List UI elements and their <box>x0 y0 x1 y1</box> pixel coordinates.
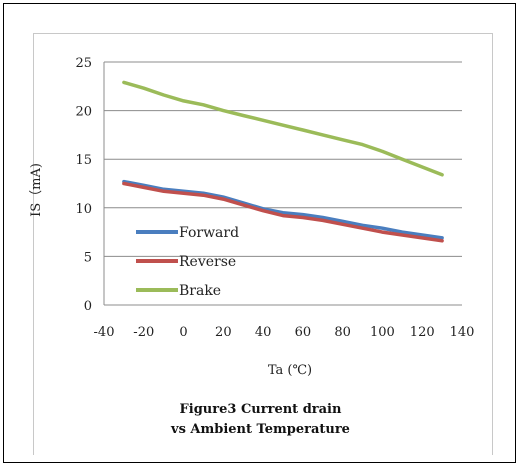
y-axis-label: IS（mA) <box>29 163 44 217</box>
series-line-forward <box>122 179 444 240</box>
legend: Forward Reverse Brake <box>136 225 239 299</box>
x-tick-label: -20 <box>133 325 154 340</box>
x-tick-label: 40 <box>255 325 272 340</box>
x-tick-label: 60 <box>295 325 312 340</box>
x-tick-label: -40 <box>94 325 115 340</box>
y-tick-label: 20 <box>75 105 92 120</box>
x-tick-label: 20 <box>215 325 232 340</box>
outer-frame <box>3 3 516 463</box>
y-tick-label: 5 <box>84 250 92 265</box>
y-tick-label: 10 <box>75 202 92 217</box>
x-tick-label: 120 <box>410 325 435 340</box>
x-axis-label: Ta (℃) <box>268 363 312 378</box>
figure-caption-line-2: vs Ambient Temperature <box>171 422 350 437</box>
chart-area-frame <box>33 33 493 455</box>
series-line-reverse <box>122 181 444 243</box>
y-tick-label: 25 <box>75 56 92 71</box>
gridlines <box>103 61 462 306</box>
y-tick-label: 15 <box>75 153 92 168</box>
legend-label-forward: Forward <box>179 225 239 241</box>
x-tick-label: 0 <box>179 325 187 340</box>
y-tick-labels: 0 5 10 15 20 25 <box>75 56 92 314</box>
x-tick-label: 80 <box>334 325 351 340</box>
series-line-brake <box>122 80 444 177</box>
legend-label-brake: Brake <box>179 283 221 299</box>
y-tick-label: 0 <box>84 299 92 314</box>
x-tick-labels: -40 -20 0 20 40 60 80 100 120 140 <box>94 325 475 340</box>
series-lines <box>122 80 444 243</box>
x-tick-label: 100 <box>370 325 395 340</box>
legend-label-reverse: Reverse <box>179 254 236 270</box>
figure-caption-line-1: Figure3 Current drain <box>179 402 342 417</box>
x-tick-label: 140 <box>450 325 475 340</box>
